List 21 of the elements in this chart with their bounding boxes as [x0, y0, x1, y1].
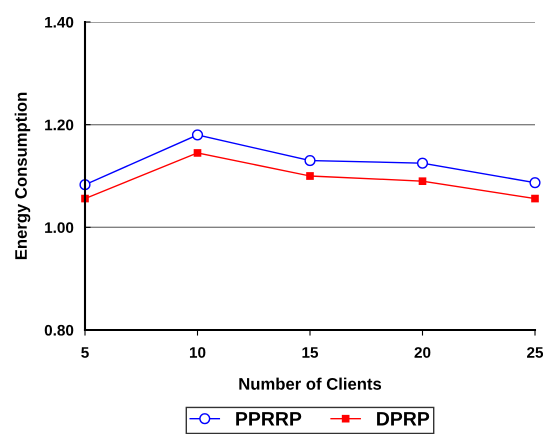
point [531, 194, 539, 202]
y-tick-label: 1.00 [45, 222, 74, 234]
point [416, 158, 428, 169]
point [194, 149, 202, 157]
x-tick-label: 15 [302, 347, 318, 358]
point [306, 172, 314, 180]
point [418, 177, 426, 185]
legend-label: PPRRP [236, 412, 302, 426]
y-tick-label: 1.20 [45, 120, 74, 130]
x-axis-title: Number of Clients [239, 378, 382, 390]
y-tick-label: 0.80 [44, 324, 74, 336]
point [192, 129, 204, 140]
x-tick-label: 20 [414, 347, 430, 358]
y-axis-title: Energy Consumption [14, 92, 30, 260]
y-tick-label: 1.40 [45, 16, 74, 28]
point [529, 177, 541, 188]
x-tick-label: 25 [527, 347, 543, 358]
x-tick-label: 5 [81, 347, 89, 358]
point [304, 155, 316, 166]
legend-label: DPRP [377, 412, 430, 426]
x-tick-label: 10 [190, 347, 206, 358]
